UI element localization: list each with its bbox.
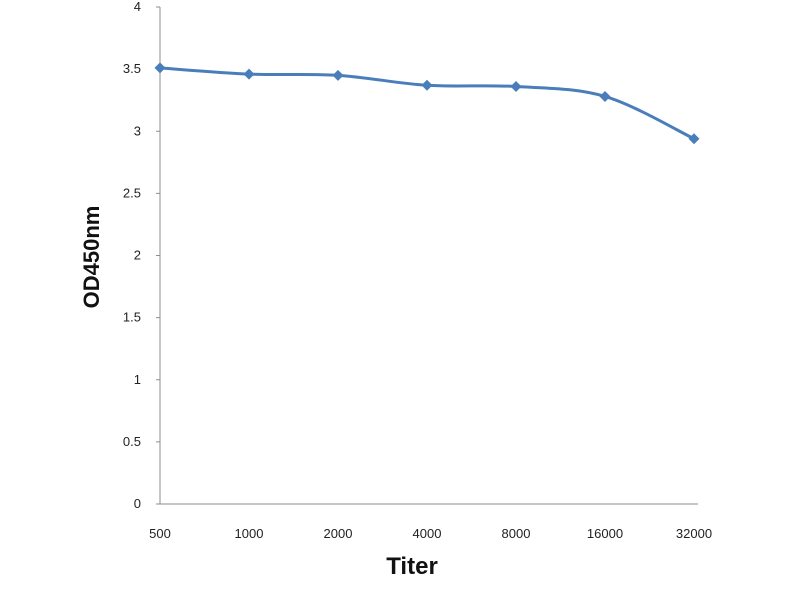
data-point-marker (599, 90, 611, 102)
data-point-marker (332, 69, 344, 81)
data-point-marker (154, 62, 166, 74)
y-tick-label: 1 (134, 372, 141, 387)
data-point-marker (421, 79, 433, 91)
x-axis-title: Titer (386, 553, 438, 580)
series-group (154, 62, 700, 145)
x-tick-label: 16000 (587, 526, 623, 541)
y-tick-label: 0 (134, 496, 141, 511)
x-tick-label: 1000 (235, 526, 264, 541)
y-axis-title: OD450nm (79, 206, 104, 309)
y-tick-label: 1.5 (123, 310, 141, 325)
data-point-marker (688, 133, 700, 145)
x-tick-label: 32000 (676, 526, 712, 541)
y-tick-label: 2 (134, 248, 141, 263)
x-tick-label: 500 (149, 526, 171, 541)
data-point-marker (510, 81, 522, 93)
y-tick-label: 3.5 (123, 61, 141, 76)
x-tick-label: 2000 (324, 526, 353, 541)
y-tick-label: 0.5 (123, 434, 141, 449)
y-axis-ticks: 0 0.5 1 1.5 2 2.5 3 3.5 4 (123, 0, 160, 511)
y-tick-label: 4 (134, 0, 141, 14)
x-axis-ticks: 500 1000 2000 4000 8000 16000 32000 (149, 526, 712, 541)
y-tick-label: 3 (134, 123, 141, 138)
data-point-marker (243, 68, 255, 80)
x-tick-label: 8000 (502, 526, 531, 541)
series-line (159, 66, 695, 141)
y-tick-label: 2.5 (123, 185, 141, 200)
x-tick-label: 4000 (413, 526, 442, 541)
